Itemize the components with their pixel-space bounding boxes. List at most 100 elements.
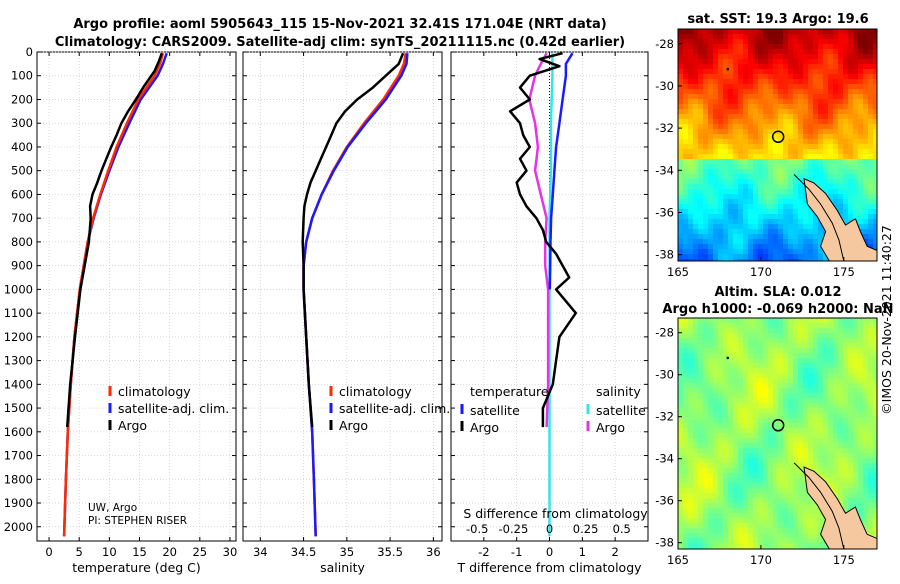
map-cell bbox=[868, 353, 874, 359]
map-cell bbox=[768, 348, 774, 354]
map-cell bbox=[823, 79, 829, 85]
map-cell bbox=[698, 323, 704, 329]
map-cell bbox=[753, 49, 759, 55]
map-cell bbox=[773, 219, 779, 225]
map-cell bbox=[688, 69, 694, 75]
map-cell bbox=[718, 378, 724, 384]
map-cell bbox=[848, 353, 854, 359]
map-cell bbox=[833, 368, 839, 374]
map-cell bbox=[773, 348, 779, 354]
map-cell bbox=[833, 423, 839, 429]
map-cell bbox=[698, 109, 704, 115]
map-cell bbox=[788, 483, 794, 489]
map-cell bbox=[708, 259, 714, 261]
map-cell bbox=[788, 373, 794, 379]
map-cell bbox=[793, 348, 799, 354]
map-cell bbox=[803, 249, 809, 255]
map-cell bbox=[823, 74, 829, 80]
map-cell bbox=[808, 209, 814, 215]
map-cell bbox=[693, 194, 699, 200]
map-cell bbox=[688, 408, 694, 414]
map-cell bbox=[703, 234, 709, 240]
map-cell bbox=[783, 533, 789, 539]
map-cell bbox=[733, 408, 739, 414]
map-cell bbox=[818, 69, 824, 75]
map-cell bbox=[833, 468, 839, 474]
map-cell bbox=[828, 478, 834, 484]
map-cell bbox=[718, 408, 724, 414]
map-cell bbox=[688, 164, 694, 170]
map-cell bbox=[873, 89, 877, 95]
legend-entry: climatology bbox=[339, 384, 412, 399]
map-cell bbox=[773, 179, 779, 185]
map-cell bbox=[808, 169, 814, 175]
map-cell bbox=[778, 99, 784, 105]
map-cell bbox=[693, 528, 699, 534]
map-cell bbox=[793, 388, 799, 394]
map-cell bbox=[773, 423, 779, 429]
map-cell bbox=[708, 49, 714, 55]
map-cell bbox=[778, 44, 784, 50]
map-cell bbox=[758, 478, 764, 484]
map-cell bbox=[778, 343, 784, 349]
map-cell bbox=[838, 84, 844, 90]
map-cell bbox=[793, 254, 799, 260]
map-cell bbox=[718, 64, 724, 70]
map-cell bbox=[773, 99, 779, 105]
map-cell bbox=[768, 159, 774, 165]
map-cell bbox=[803, 49, 809, 55]
map-cell bbox=[823, 413, 829, 419]
map-cell bbox=[818, 59, 824, 65]
map-cell bbox=[718, 498, 724, 504]
map-cell bbox=[843, 353, 849, 359]
map-cell bbox=[753, 408, 759, 414]
map-cell bbox=[838, 428, 844, 434]
map-cell bbox=[793, 249, 799, 255]
map-cell bbox=[868, 498, 874, 504]
map-cell bbox=[788, 164, 794, 170]
map-cell bbox=[763, 318, 769, 324]
map-cell bbox=[718, 54, 724, 60]
map-cell bbox=[728, 164, 734, 170]
map-cell bbox=[748, 69, 754, 75]
map-cell bbox=[798, 94, 804, 100]
map-cell bbox=[698, 363, 704, 369]
map-cell bbox=[858, 99, 864, 105]
map-cell bbox=[793, 144, 799, 150]
map-cell bbox=[738, 149, 744, 155]
map-cell bbox=[828, 463, 834, 469]
map-cell bbox=[778, 254, 784, 260]
map-cell bbox=[833, 119, 839, 125]
map-cell bbox=[798, 463, 804, 469]
map-cell bbox=[733, 318, 739, 324]
map-cell bbox=[798, 154, 804, 160]
map-cell bbox=[723, 418, 729, 424]
map-cell bbox=[698, 488, 704, 494]
map-cell bbox=[763, 29, 769, 35]
map-frame bbox=[677, 28, 878, 262]
map-cell bbox=[843, 438, 849, 444]
map-cell bbox=[848, 458, 854, 464]
map-cell bbox=[823, 129, 829, 135]
map-cell bbox=[713, 398, 719, 404]
map-cell bbox=[683, 139, 689, 145]
map-cell bbox=[733, 249, 739, 255]
map-cell bbox=[698, 189, 704, 195]
map-cell bbox=[833, 378, 839, 384]
map-cell bbox=[723, 174, 729, 180]
map-cell bbox=[718, 164, 724, 170]
map-cell bbox=[703, 513, 709, 519]
map-cell bbox=[733, 348, 739, 354]
map-cell bbox=[863, 448, 869, 454]
map-cell bbox=[803, 99, 809, 105]
map-cell bbox=[743, 144, 749, 150]
map-cell bbox=[873, 513, 877, 519]
map-cell bbox=[783, 423, 789, 429]
map-cell bbox=[758, 179, 764, 185]
map-cell bbox=[748, 458, 754, 464]
map-cell bbox=[793, 318, 799, 324]
map-cell bbox=[783, 468, 789, 474]
map-cell bbox=[868, 49, 874, 55]
map-cell bbox=[713, 104, 719, 110]
map-cell bbox=[753, 134, 759, 140]
